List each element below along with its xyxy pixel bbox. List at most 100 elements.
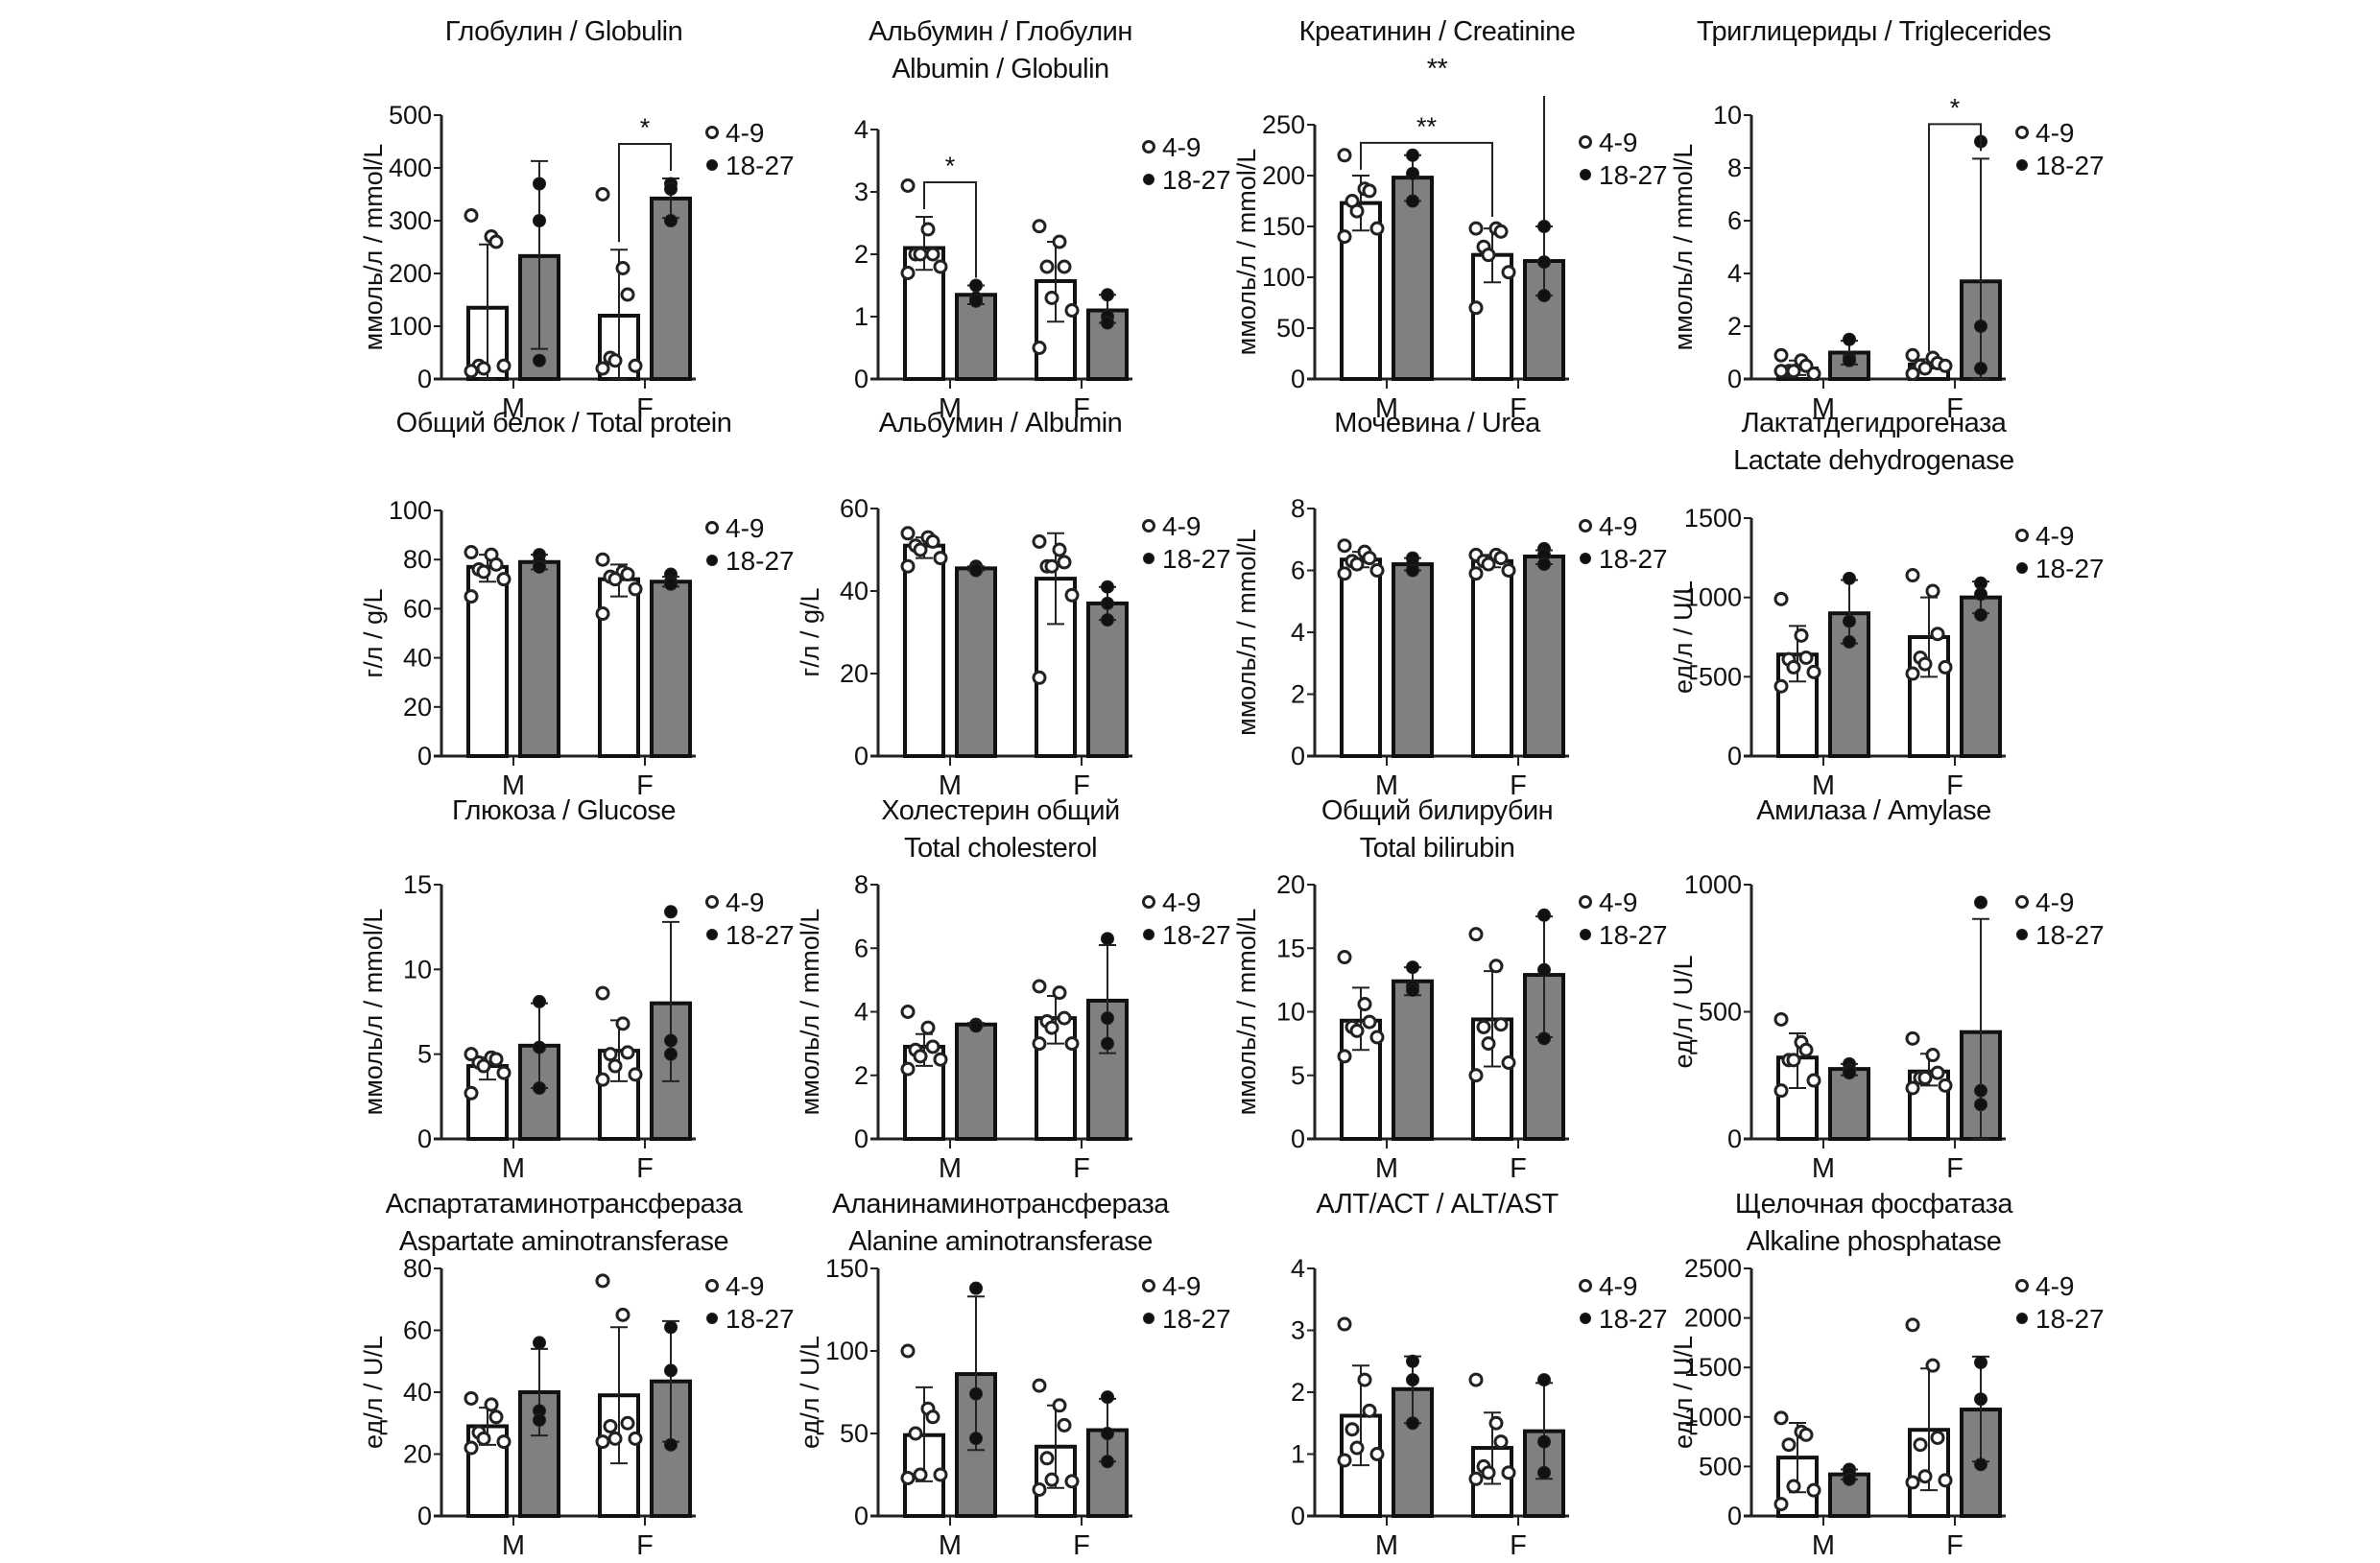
legend-label: 4-9 [726, 1271, 764, 1301]
point-4-9 [1362, 1014, 1377, 1030]
y-tick-label: 250 [1262, 110, 1305, 139]
x-tick-label: M [502, 1530, 525, 1561]
y-tick-label: 6 [1727, 206, 1742, 235]
y-tick-label: 0 [1727, 742, 1742, 770]
x-tick-label: F [1073, 1153, 1090, 1184]
point-4-9 [1501, 563, 1516, 578]
point-18-27 [1974, 320, 1987, 333]
point-18-27 [969, 1019, 983, 1033]
legend-label: 18-27 [1599, 920, 1668, 950]
y-tick-label: 20 [840, 659, 869, 688]
significance-bracket [618, 143, 672, 243]
point-18-27 [664, 905, 678, 919]
bar-18-27 [1523, 554, 1565, 758]
point-4-9 [900, 558, 916, 574]
point-18-27 [533, 1081, 546, 1095]
y-tick-label: 2500 [1684, 1254, 1742, 1283]
legend-open-circle-icon [1142, 140, 1155, 154]
point-18-27 [1843, 353, 1856, 367]
point-4-9 [908, 1426, 923, 1441]
y-tick-label: 0 [417, 365, 432, 393]
y-tick-label: 4 [1291, 1254, 1305, 1283]
y-tick-label: 0 [1291, 365, 1305, 393]
significance-label: * [1950, 93, 1961, 122]
legend-label: 18-27 [726, 920, 795, 950]
y-tick-label: 40 [403, 644, 432, 673]
point-4-9 [1039, 1451, 1055, 1466]
point-4-9 [933, 1052, 948, 1067]
point-4-9 [603, 1418, 618, 1433]
point-4-9 [1905, 1475, 1920, 1490]
chart-panel: Общий белок / Total protein г/л / g/L 0 20 4… [345, 391, 795, 801]
point-4-9 [1905, 1317, 1920, 1333]
legend-filled-circle-icon [1143, 1313, 1154, 1324]
point-4-9 [1044, 1472, 1059, 1487]
point-4-9 [607, 353, 623, 368]
point-4-9 [913, 1467, 928, 1482]
x-tick-label: M [1812, 1530, 1835, 1561]
y-tick-label: 200 [389, 259, 432, 288]
chart-title-line: Холестерин общий [881, 795, 1120, 826]
point-18-27 [1843, 332, 1856, 346]
y-tick-label: 300 [389, 206, 432, 235]
point-4-9 [913, 247, 928, 262]
x-tick-label: F [1073, 393, 1090, 424]
point-18-27 [1101, 1455, 1114, 1469]
x-tick-label: M [939, 1153, 962, 1184]
y-axis-label: ед/л / U/L [796, 1336, 824, 1449]
point-4-9 [1064, 1474, 1080, 1489]
legend-label: 18-27 [2035, 554, 2105, 583]
point-4-9 [595, 361, 610, 376]
point-18-27 [1406, 194, 1419, 208]
point-4-9 [1044, 1020, 1059, 1035]
y-tick-label: 2 [1727, 312, 1742, 341]
y-tick-label: 1 [854, 302, 869, 331]
point-18-27 [533, 177, 546, 191]
y-tick-label: 50 [1276, 314, 1305, 343]
chart-panel: Триглицериды / Triglecerides ммоль/л / mm… [1655, 0, 2105, 424]
chart-title-line: Total cholesterol [903, 833, 1098, 864]
point-4-9 [464, 364, 479, 379]
point-4-9 [1349, 203, 1365, 219]
chart-svg: ммоль/л / mmol/L 0 5 10 15 M F 4-9 18-27 [359, 870, 795, 1184]
legend-open-circle-icon [2015, 529, 2029, 542]
chart-title-line: Триглицериды / Triglecerides [1696, 16, 2052, 47]
point-18-27 [533, 1040, 546, 1054]
point-18-27 [1843, 1472, 1856, 1486]
y-axis-label: ед/л / U/L [1669, 1336, 1698, 1449]
point-4-9 [496, 358, 512, 373]
point-4-9 [1337, 566, 1352, 581]
legend-label: 4-9 [1162, 1271, 1201, 1301]
chart-title-line: АЛТ/АСТ / ALT/AST [1316, 1189, 1559, 1220]
bar-18-27 [650, 580, 692, 758]
point-18-27 [1974, 576, 1987, 590]
point-4-9 [1905, 1080, 1920, 1096]
significance-bracket [1360, 141, 1493, 217]
y-tick-label: 0 [854, 365, 869, 393]
point-18-27 [1537, 1465, 1551, 1480]
chart-title: Аспартатаминотрансфераза Aspartate aminot… [345, 1186, 782, 1261]
y-tick-label: 10 [403, 955, 432, 983]
legend-filled-circle-icon [2016, 929, 2028, 940]
chart-title-line: ** [1426, 54, 1448, 84]
x-tick-label: M [1812, 770, 1835, 801]
y-tick-label: 2 [854, 1061, 869, 1090]
point-4-9 [488, 1409, 504, 1425]
point-4-9 [1337, 538, 1352, 554]
point-18-27 [1406, 960, 1419, 975]
point-4-9 [1345, 1422, 1360, 1437]
y-tick-label: 0 [1291, 742, 1305, 770]
point-18-27 [1843, 571, 1856, 585]
y-axis-label: ммоль/л / mmol/L [796, 909, 824, 1116]
point-4-9 [1773, 591, 1789, 606]
point-4-9 [1032, 1481, 1047, 1497]
point-4-9 [464, 208, 479, 223]
point-4-9 [1501, 1465, 1516, 1480]
point-4-9 [933, 1467, 948, 1482]
chart-title-line: Мочевина / Urea [1334, 408, 1540, 438]
bar-4-9 [1471, 558, 1513, 758]
point-4-9 [1773, 364, 1789, 379]
point-4-9 [925, 1039, 940, 1054]
bar-18-27 [1828, 1067, 1870, 1141]
legend-filled-circle-icon [1143, 553, 1154, 564]
